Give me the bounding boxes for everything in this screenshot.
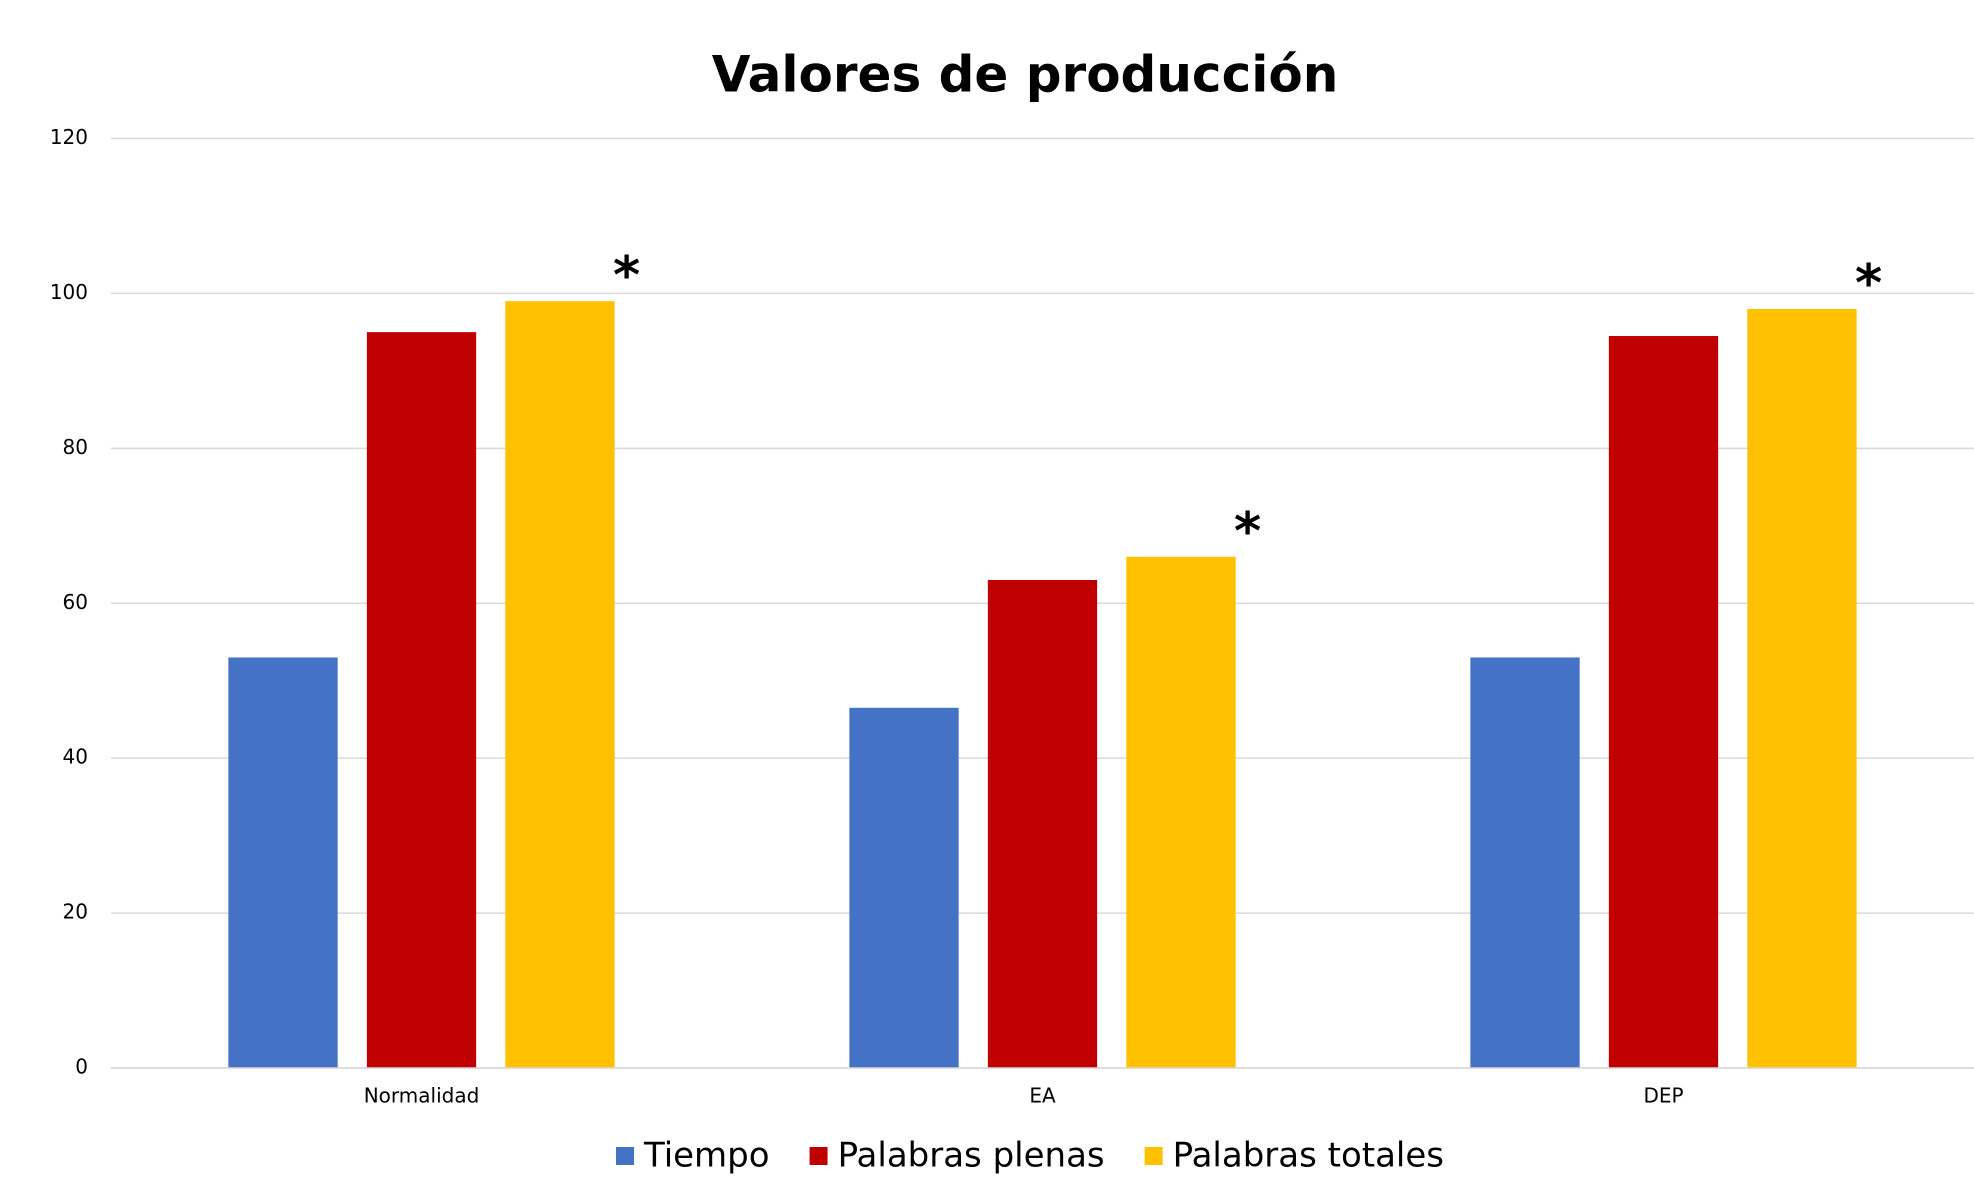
chart-title: Valores de producción bbox=[712, 46, 1339, 104]
legend-swatch bbox=[1144, 1147, 1163, 1165]
y-tick-label: 0 bbox=[75, 1055, 88, 1079]
legend-label: Palabras totales bbox=[1173, 1136, 1444, 1176]
legend-label: Tiempo bbox=[643, 1136, 770, 1176]
y-tick-label: 120 bbox=[50, 125, 88, 149]
legend-label: Palabras plenas bbox=[838, 1136, 1105, 1176]
bar bbox=[505, 301, 615, 1069]
legend-swatch bbox=[809, 1147, 828, 1165]
annotation: * bbox=[1855, 254, 1882, 314]
y-tick-label: 20 bbox=[63, 900, 88, 924]
x-tick-label: EA bbox=[1029, 1084, 1056, 1108]
bar bbox=[1747, 308, 1857, 1068]
bar bbox=[987, 580, 1098, 1068]
bar bbox=[1608, 336, 1719, 1068]
bar bbox=[1470, 657, 1580, 1068]
y-tick-label: 40 bbox=[63, 745, 88, 769]
bar bbox=[228, 657, 338, 1068]
bar bbox=[366, 332, 477, 1068]
x-tick-label: Normalidad bbox=[364, 1084, 480, 1108]
legend-swatch bbox=[615, 1147, 634, 1165]
bar bbox=[849, 707, 959, 1068]
bar bbox=[1126, 556, 1236, 1068]
annotation: * bbox=[1234, 502, 1261, 562]
y-tick-label: 60 bbox=[63, 590, 88, 614]
annotation: * bbox=[613, 246, 640, 306]
y-tick-label: 100 bbox=[50, 280, 88, 304]
y-tick-label: 80 bbox=[63, 435, 88, 459]
x-tick-label: DEP bbox=[1643, 1084, 1683, 1108]
